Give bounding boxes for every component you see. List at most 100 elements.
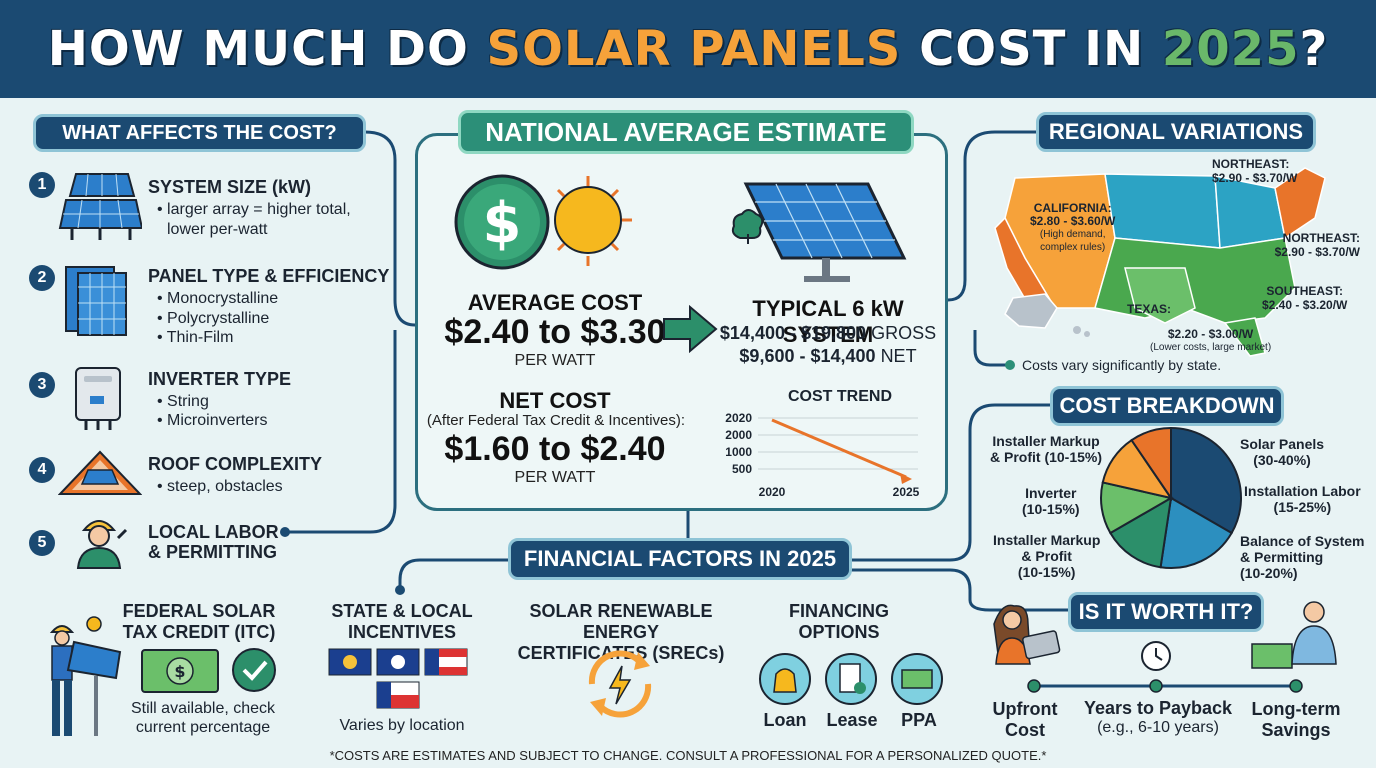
- typical-system-label: TYPICAL 6 kW SYSTEM: [752, 296, 904, 347]
- state-incentives-body: Varies by location: [339, 717, 465, 734]
- pie-label-line: Inverter: [1025, 485, 1077, 501]
- pie-slice: [1159, 496, 1233, 569]
- title-text-4: 2025: [1161, 21, 1300, 77]
- worth-it-heading: IS IT WORTH IT?: [1068, 592, 1264, 632]
- average-cost-unit: PER WATT: [514, 352, 596, 369]
- net-cost-subtitle: (After Federal Tax Credit & Incentives):: [426, 412, 686, 429]
- financing-title-line: FINANCING: [789, 601, 889, 621]
- factor-number-2: 2: [29, 265, 55, 291]
- worth-step-line: Years to Payback: [1083, 698, 1233, 718]
- net-cost-unit: PER WATT: [514, 469, 596, 486]
- region-label-value: $2.40 - $3.20/W: [1262, 298, 1348, 312]
- installer-with-panel-icon: [49, 616, 122, 736]
- itc-title-line: FEDERAL SOLAR: [122, 601, 276, 621]
- average-cost-value: $2.40 to $3.30: [444, 313, 666, 351]
- what-affects-heading: WHAT AFFECTS THE COST?: [33, 114, 366, 152]
- factor-number-3: 3: [29, 372, 55, 398]
- factor-title-1: SYSTEM SIZE (kW): [148, 177, 312, 197]
- regional-heading: REGIONAL VARIATIONS: [1036, 112, 1316, 152]
- trend-arrowhead: [900, 473, 912, 484]
- title-text-2: SOLAR PANELS: [486, 21, 902, 77]
- us-map: [994, 167, 1326, 357]
- arrow-right-icon: [663, 305, 718, 353]
- factor-title-4: ROOF COMPLEXITY: [148, 454, 323, 474]
- pie-label-line: & Profit: [1021, 548, 1072, 564]
- renewable-cycle-icon: [588, 650, 652, 718]
- gross-label: GROSS: [871, 323, 937, 343]
- region-label-note: (Lower costs, large market): [1150, 342, 1272, 353]
- cost-breakdown-heading: COST BREAKDOWN: [1050, 386, 1284, 426]
- pie-label-line: Installer Markup: [993, 532, 1101, 548]
- factor-number-1: 1: [29, 172, 55, 198]
- worth-step-line: Cost: [1005, 720, 1045, 740]
- factor-line-3a: • String: [157, 393, 209, 410]
- factor-line-1a: • larger array = higher total,: [157, 201, 351, 218]
- pie-label-line: (10-15%): [1022, 501, 1080, 517]
- pie-label-labor: Installation Labor (15-25%): [1244, 483, 1361, 515]
- trend-line: [771, 418, 907, 479]
- factor-number-4: 4: [29, 457, 55, 483]
- factor-title-5: LOCAL LABOR: [148, 522, 279, 542]
- financing-title-line: OPTIONS: [798, 622, 880, 642]
- financial-factors-heading: FINANCIAL FACTORS IN 2025: [508, 538, 852, 580]
- financing-title: FINANCING OPTIONS: [780, 601, 898, 643]
- pie-label-line: Installer Markup: [992, 433, 1100, 449]
- regional-footnote: Costs vary significantly by state.: [1022, 357, 1222, 373]
- title-text-1: HOW MUCH DO: [47, 21, 487, 77]
- pie-label-inverter: Inverter (10-15%): [1022, 485, 1080, 517]
- factor-line-3b: • Microinverters: [157, 412, 268, 429]
- region-northeast-top: NORTHEAST: $2.90 - $3.70/W: [1212, 157, 1297, 185]
- srec-title-line: SOLAR RENEWABLE ENERGY: [529, 601, 713, 642]
- state-incentives-title: STATE & LOCAL INCENTIVES: [322, 601, 482, 643]
- state-title-line: STATE & LOCAL: [331, 601, 473, 621]
- factor-line-4a: • steep, obstacles: [157, 478, 283, 495]
- itc-body-line: Still available, check: [130, 700, 276, 717]
- page-title: HOW MUCH DO SOLAR PANELS COST IN 2025?: [48, 21, 1329, 77]
- footer-disclaimer: *COSTS ARE ESTIMATES AND SUBJECT TO CHAN…: [329, 748, 1047, 763]
- factor-number-5: 5: [29, 530, 55, 556]
- region-label-title: SOUTHEAST:: [1266, 284, 1344, 298]
- pie-label-line: (10-15%): [1017, 564, 1076, 580]
- factor-line-1b: lower per-watt: [167, 221, 268, 238]
- trend-ytick-label: 2020: [725, 411, 752, 425]
- pie-label-line: (15-25%): [1273, 499, 1332, 515]
- region-label-value: $2.80 - $3.60/W: [1030, 214, 1116, 228]
- option-loan: Loan: [763, 710, 807, 730]
- pie-label-line: Balance of System: [1240, 533, 1365, 549]
- cost-trend-title: COST TREND: [788, 388, 892, 405]
- state-flags-icon: [328, 648, 468, 709]
- worth-step-line: Long-term: [1251, 699, 1341, 719]
- national-average-heading: NATIONAL AVERAGE ESTIMATE: [458, 110, 914, 154]
- factor-title-3: INVERTER TYPE: [148, 369, 292, 389]
- region-california: CALIFORNIA: $2.80 - $3.60/W (High demand…: [1030, 202, 1115, 254]
- pie-label-markup-top: Installer Markup & Profit (10-15%): [990, 433, 1102, 465]
- pie-label-line: & Profit (10-15%): [990, 449, 1103, 465]
- option-ppa: PPA: [901, 710, 937, 730]
- pie-label-markup-bottom: Installer Markup & Profit (10-15%): [993, 532, 1100, 580]
- net-cost-label: NET COST: [499, 388, 611, 413]
- money-dollar-symbol: $: [174, 662, 185, 681]
- itc-body: Still available, check current percentag…: [122, 699, 284, 737]
- factor-line-2c: • Thin-Film: [157, 329, 234, 346]
- pie-label-bos: Balance of System & Permitting (10-20%): [1240, 533, 1365, 581]
- pie-label-line: Installation Labor: [1244, 483, 1361, 499]
- money-check-icon: $: [141, 648, 276, 693]
- roof-icon: [58, 450, 142, 495]
- worth-step-line: Upfront: [992, 699, 1058, 719]
- solar-panel-icon: [731, 182, 907, 282]
- region-label-title: NORTHEAST:: [1282, 231, 1360, 245]
- region-texas: $2.20 - $3.00/W (Lower costs, large mark…: [1150, 328, 1271, 354]
- worth-step-line: (e.g., 6-10 years): [1097, 719, 1219, 736]
- region-label-value: $2.90 - $3.70/W: [1212, 171, 1298, 185]
- net-value: $9,600 - $14,400: [739, 346, 876, 366]
- pie-label-panels: Solar Panels (30-40%): [1240, 436, 1324, 468]
- trend-ytick-label: 500: [732, 462, 752, 476]
- title-text-5: ?: [1299, 21, 1329, 77]
- title-text-3: COST IN: [901, 21, 1162, 77]
- worth-step-savings: Long-term Savings: [1244, 699, 1348, 741]
- panel-type-icon: [65, 266, 127, 336]
- net-label: NET: [880, 346, 917, 366]
- pie-slice: [1109, 496, 1173, 569]
- typical-system-gross: $14,400 - $19,800 GROSS: [712, 323, 944, 344]
